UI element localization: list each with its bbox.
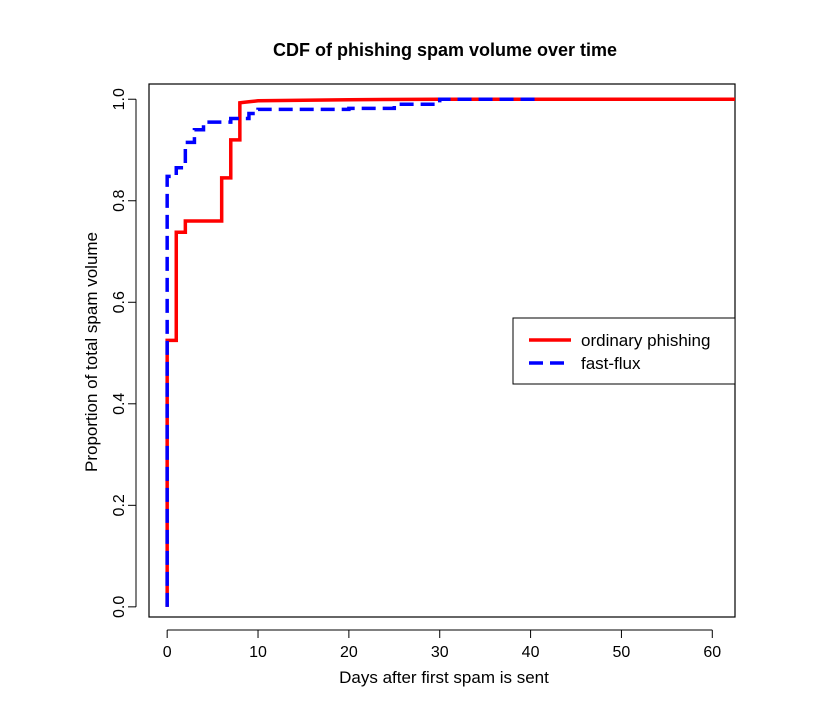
legend-box	[512, 317, 736, 385]
series-line-ordinary-phishing	[165, 97, 735, 607]
legend-label-fast-flux: fast-flux	[581, 354, 641, 373]
x-tick-label: 30	[431, 644, 449, 661]
x-tick-label: 0	[163, 644, 172, 661]
series-layer	[165, 97, 735, 607]
y-tick-label: 1.0	[111, 88, 128, 110]
chart-title: CDF of phishing spam volume over time	[273, 40, 617, 60]
y-axis: 0.0 0.2 0.4 0.6 0.8 1.0	[111, 88, 137, 618]
y-tick-label: 0.4	[111, 393, 128, 415]
x-tick-label: 10	[249, 644, 267, 661]
x-axis: 0 10 20 30 40 50 60	[163, 629, 721, 661]
y-tick-label: 0.0	[111, 596, 128, 618]
x-axis-label: Days after first spam is sent	[339, 668, 549, 687]
legend: ordinary phishing fast-flux	[512, 317, 736, 385]
y-tick-label: 0.8	[111, 190, 128, 212]
x-tick-label: 50	[613, 644, 631, 661]
x-tick-label: 40	[522, 644, 540, 661]
y-tick-label: 0.2	[111, 494, 128, 516]
y-tick-label: 0.6	[111, 291, 128, 313]
x-tick-label: 20	[340, 644, 358, 661]
legend-label-ordinary-phishing: ordinary phishing	[581, 331, 710, 350]
x-tick-label: 60	[703, 644, 721, 661]
y-axis-label: Proportion of total spam volume	[82, 232, 101, 472]
series-line-fast-flux	[165, 97, 540, 607]
